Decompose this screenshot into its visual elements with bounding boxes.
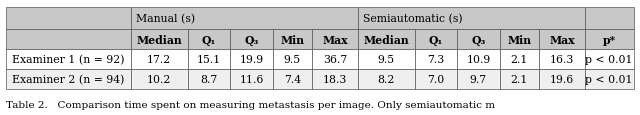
Bar	[188, 50, 230, 70]
Bar	[6, 50, 131, 70]
Text: 16.3: 16.3	[550, 55, 574, 65]
Text: p*: p*	[603, 34, 616, 45]
Bar	[358, 50, 415, 70]
Bar	[188, 30, 230, 50]
Bar	[539, 50, 585, 70]
Text: Max: Max	[549, 34, 575, 45]
Text: 15.1: 15.1	[196, 55, 221, 65]
Text: 7.0: 7.0	[428, 75, 444, 85]
Bar	[312, 30, 358, 50]
Text: 9.7: 9.7	[470, 75, 487, 85]
Text: Max: Max	[322, 34, 348, 45]
Text: 8.2: 8.2	[378, 75, 395, 85]
Bar	[457, 70, 500, 90]
Text: Min: Min	[508, 34, 531, 45]
Bar	[539, 30, 585, 50]
Bar	[312, 70, 358, 90]
Bar	[230, 50, 273, 70]
Bar	[6, 30, 131, 50]
Bar	[230, 70, 273, 90]
Bar	[273, 50, 312, 70]
Text: Q₁: Q₁	[202, 34, 216, 45]
Bar	[500, 30, 539, 50]
Text: 10.9: 10.9	[467, 55, 490, 65]
Text: Q₁: Q₁	[429, 34, 443, 45]
Bar	[539, 70, 585, 90]
Bar	[415, 70, 457, 90]
Text: Q₃: Q₃	[471, 34, 486, 45]
Text: 11.6: 11.6	[239, 75, 264, 85]
Text: Examiner 1 (n = 92): Examiner 1 (n = 92)	[12, 55, 124, 65]
Text: Semiautomatic (s): Semiautomatic (s)	[363, 14, 463, 24]
Text: 2.1: 2.1	[511, 75, 528, 85]
Bar	[585, 30, 634, 50]
Bar	[358, 70, 415, 90]
Text: p < 0.01: p < 0.01	[586, 75, 633, 85]
Bar	[6, 8, 131, 30]
Text: 7.3: 7.3	[428, 55, 444, 65]
Bar	[6, 70, 131, 90]
Bar	[585, 70, 634, 90]
Text: 7.4: 7.4	[284, 75, 301, 85]
Bar	[358, 8, 585, 30]
Text: 36.7: 36.7	[323, 55, 347, 65]
Text: 19.9: 19.9	[239, 55, 264, 65]
Bar	[131, 30, 188, 50]
Text: 10.2: 10.2	[147, 75, 172, 85]
Bar	[457, 30, 500, 50]
Text: 8.7: 8.7	[200, 75, 218, 85]
Bar	[457, 50, 500, 70]
Text: Manual (s): Manual (s)	[136, 14, 195, 24]
Text: Median: Median	[364, 34, 409, 45]
Bar	[273, 30, 312, 50]
Text: 18.3: 18.3	[323, 75, 347, 85]
Bar	[312, 50, 358, 70]
Bar	[415, 30, 457, 50]
Bar	[585, 50, 634, 70]
Text: 9.5: 9.5	[378, 55, 395, 65]
Bar	[188, 70, 230, 90]
Bar	[500, 70, 539, 90]
Text: Median: Median	[136, 34, 182, 45]
Bar	[131, 8, 358, 30]
Bar	[585, 8, 634, 30]
Text: 17.2: 17.2	[147, 55, 172, 65]
Bar	[500, 50, 539, 70]
Bar	[358, 30, 415, 50]
Bar	[415, 50, 457, 70]
Bar	[230, 30, 273, 50]
Text: p < 0.01: p < 0.01	[586, 55, 633, 65]
Text: 2.1: 2.1	[511, 55, 528, 65]
Text: Examiner 2 (n = 94): Examiner 2 (n = 94)	[12, 75, 124, 85]
Text: 19.6: 19.6	[550, 75, 574, 85]
Text: Q₃: Q₃	[244, 34, 259, 45]
Bar	[131, 50, 188, 70]
Text: 9.5: 9.5	[284, 55, 301, 65]
Text: Min: Min	[280, 34, 305, 45]
Text: Table 2.   Comparison time spent on measuring metastasis per image. Only semiaut: Table 2. Comparison time spent on measur…	[6, 100, 495, 109]
Bar	[273, 70, 312, 90]
Bar	[131, 70, 188, 90]
